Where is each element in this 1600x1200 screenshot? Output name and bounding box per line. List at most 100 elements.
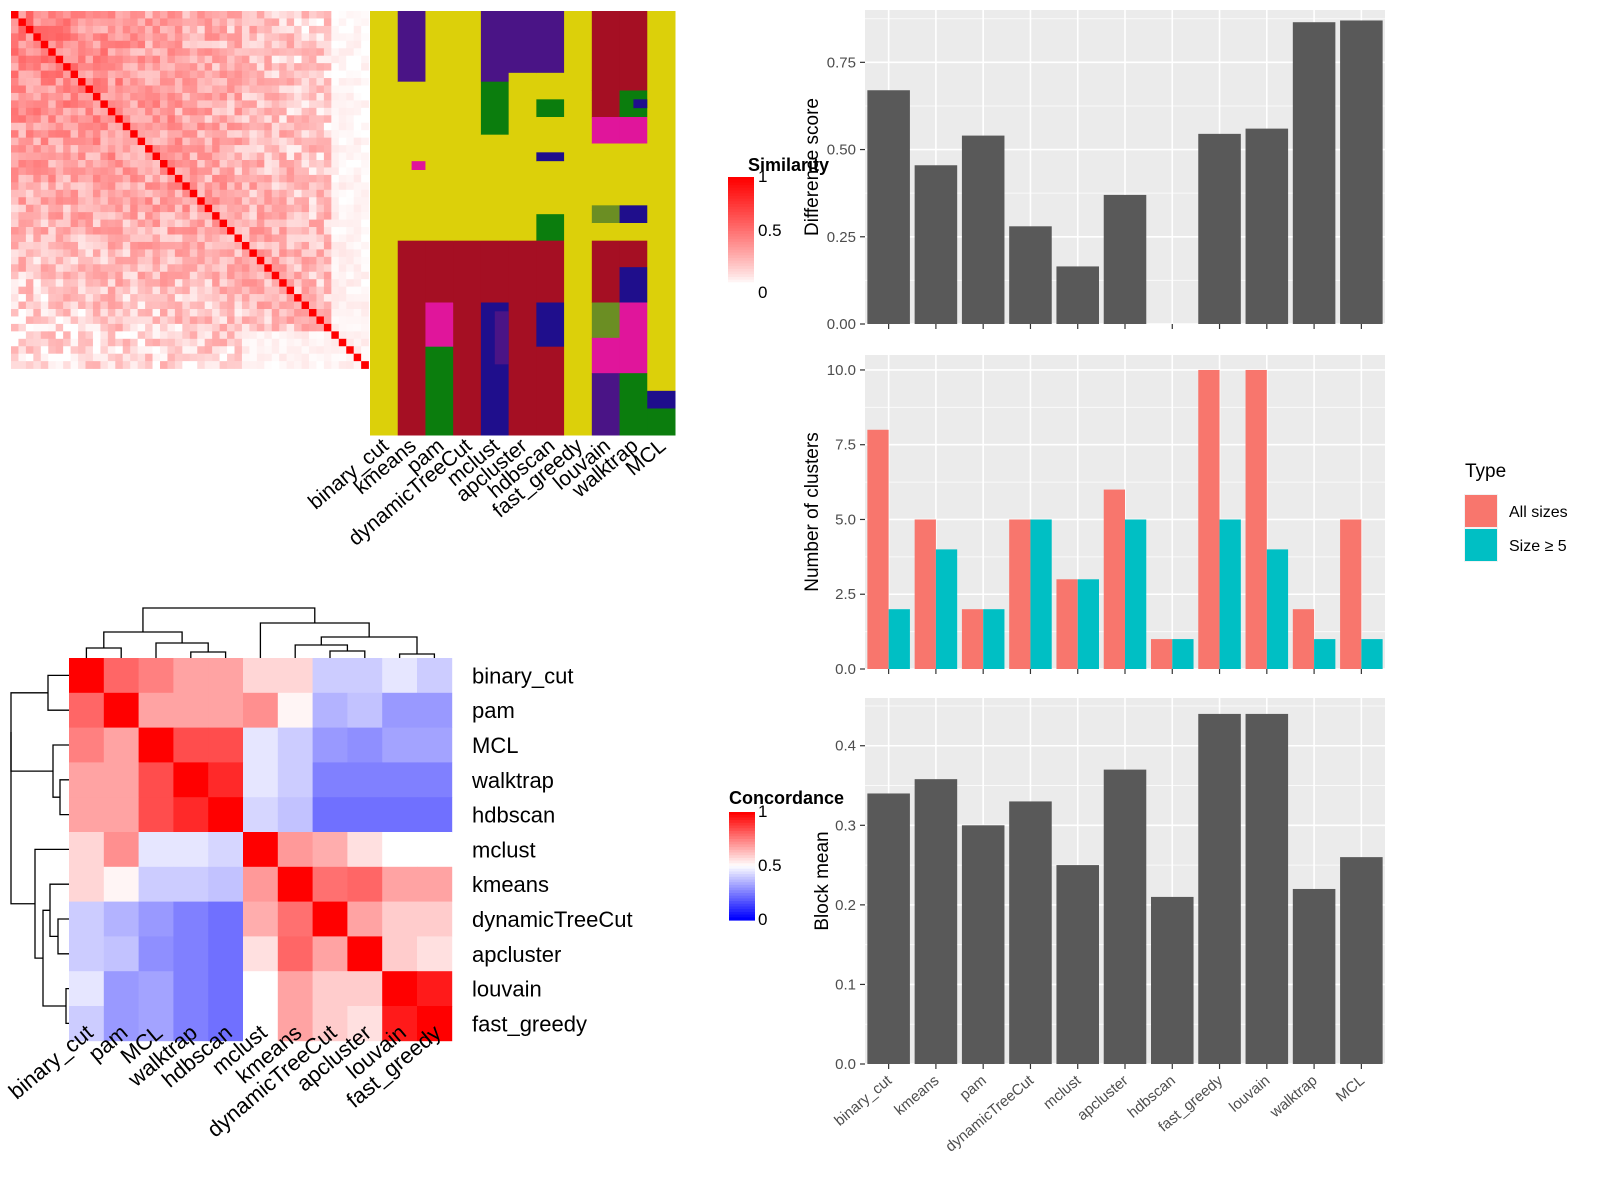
similarity-cell bbox=[160, 167, 168, 176]
similarity-cell bbox=[63, 85, 71, 94]
similarity-cell bbox=[11, 279, 19, 287]
similarity-cell bbox=[25, 55, 34, 64]
similarity-cell bbox=[197, 33, 205, 42]
similarity-cell bbox=[286, 197, 295, 205]
similarity-cell bbox=[309, 301, 317, 310]
similarity-cell bbox=[85, 249, 94, 258]
similarity-cell bbox=[286, 152, 295, 161]
similarity-cell bbox=[197, 264, 205, 273]
similarity-cell bbox=[115, 167, 124, 176]
similarity-cell bbox=[294, 137, 302, 146]
similarity-cell bbox=[234, 40, 243, 49]
similarity-cell bbox=[234, 85, 243, 94]
similarity-cell bbox=[212, 152, 220, 161]
similarity-cell bbox=[323, 197, 332, 205]
similarity-cell bbox=[323, 115, 332, 124]
similarity-cell bbox=[338, 264, 347, 273]
similarity-cell bbox=[197, 11, 205, 19]
similarity-cell bbox=[346, 174, 354, 183]
similarity-cell bbox=[107, 219, 116, 228]
similarity-cell bbox=[130, 160, 138, 168]
similarity-cell bbox=[115, 63, 124, 71]
similarity-cell bbox=[174, 204, 183, 213]
similarity-cell bbox=[40, 33, 49, 42]
similarity-cell bbox=[212, 256, 220, 265]
similarity-cell bbox=[70, 286, 79, 295]
similarity-cell bbox=[189, 100, 198, 109]
similarity-cell bbox=[294, 361, 302, 369]
concordance-cell bbox=[347, 658, 383, 694]
similarity-legend-swatch bbox=[728, 239, 754, 243]
similarity-cell bbox=[85, 286, 94, 295]
similarity-cell bbox=[338, 189, 347, 198]
similarity-cell bbox=[100, 331, 109, 340]
similarity-cell bbox=[122, 160, 131, 168]
similarity-cell bbox=[212, 18, 220, 27]
similarity-cell bbox=[256, 309, 265, 317]
similarity-cell bbox=[219, 122, 228, 131]
similarity-cell bbox=[256, 212, 265, 220]
similarity-cell bbox=[301, 346, 310, 354]
similarity-cell bbox=[286, 92, 295, 101]
similarity-cell bbox=[279, 227, 287, 235]
bar bbox=[961, 825, 1005, 1064]
similarity-cell bbox=[227, 160, 235, 168]
similarity-cell bbox=[48, 241, 56, 250]
similarity-cell bbox=[316, 212, 325, 220]
concordance-legend-swatch bbox=[729, 849, 755, 854]
similarity-cell bbox=[279, 122, 287, 131]
similarity-cell bbox=[241, 160, 250, 168]
similarity-cell bbox=[204, 33, 213, 42]
similarity-cell bbox=[78, 167, 86, 176]
similarity-cell bbox=[78, 338, 86, 347]
concordance-legend-swatch bbox=[729, 839, 755, 843]
similarity-cell bbox=[256, 294, 265, 302]
similarity-cell bbox=[122, 40, 131, 49]
similarity-cell bbox=[338, 40, 347, 49]
similarity-cell bbox=[234, 286, 243, 295]
similarity-cell bbox=[286, 219, 295, 228]
y-axis-tick-label: 7.5 bbox=[835, 437, 856, 454]
similarity-cell bbox=[286, 167, 295, 176]
similarity-cell bbox=[160, 145, 168, 153]
similarity-cell bbox=[137, 279, 146, 287]
similarity-cell bbox=[40, 107, 49, 116]
concordance-cell bbox=[69, 832, 105, 868]
similarity-cell bbox=[353, 271, 362, 280]
similarity-cell bbox=[212, 338, 220, 347]
similarity-cell bbox=[353, 316, 362, 325]
similarity-cell bbox=[122, 331, 131, 340]
similarity-cell bbox=[48, 18, 56, 27]
similarity-cell bbox=[137, 264, 146, 273]
concordance-legend-swatch bbox=[729, 868, 755, 872]
similarity-cell bbox=[286, 182, 295, 191]
similarity-cell bbox=[249, 145, 258, 153]
similarity-cell bbox=[338, 286, 347, 295]
similarity-cell bbox=[33, 11, 42, 19]
y-axis-tick-label: 0.0 bbox=[835, 1056, 856, 1073]
similarity-cell bbox=[353, 137, 362, 146]
similarity-cell bbox=[204, 48, 213, 56]
concordance-legend-swatch bbox=[729, 860, 755, 864]
y-axis-tick-label: 0.25 bbox=[827, 229, 856, 246]
similarity-cell bbox=[85, 63, 94, 71]
similarity-cell bbox=[316, 294, 325, 302]
similarity-cell bbox=[48, 25, 56, 34]
similarity-cell bbox=[167, 234, 176, 243]
similarity-cell bbox=[256, 256, 265, 265]
cluster-assignment-cell bbox=[480, 134, 510, 242]
similarity-cell bbox=[338, 346, 347, 354]
similarity-cell bbox=[294, 33, 302, 42]
similarity-cell bbox=[197, 145, 205, 153]
similarity-cell bbox=[227, 256, 235, 265]
similarity-cell bbox=[323, 55, 332, 64]
similarity-cell bbox=[85, 130, 94, 138]
similarity-cell bbox=[160, 92, 168, 101]
similarity-cell bbox=[353, 256, 362, 265]
similarity-cell bbox=[338, 271, 347, 280]
similarity-cell bbox=[33, 331, 42, 340]
concordance-cell bbox=[173, 971, 209, 1007]
similarity-cell bbox=[92, 338, 101, 347]
similarity-cell bbox=[197, 309, 205, 317]
